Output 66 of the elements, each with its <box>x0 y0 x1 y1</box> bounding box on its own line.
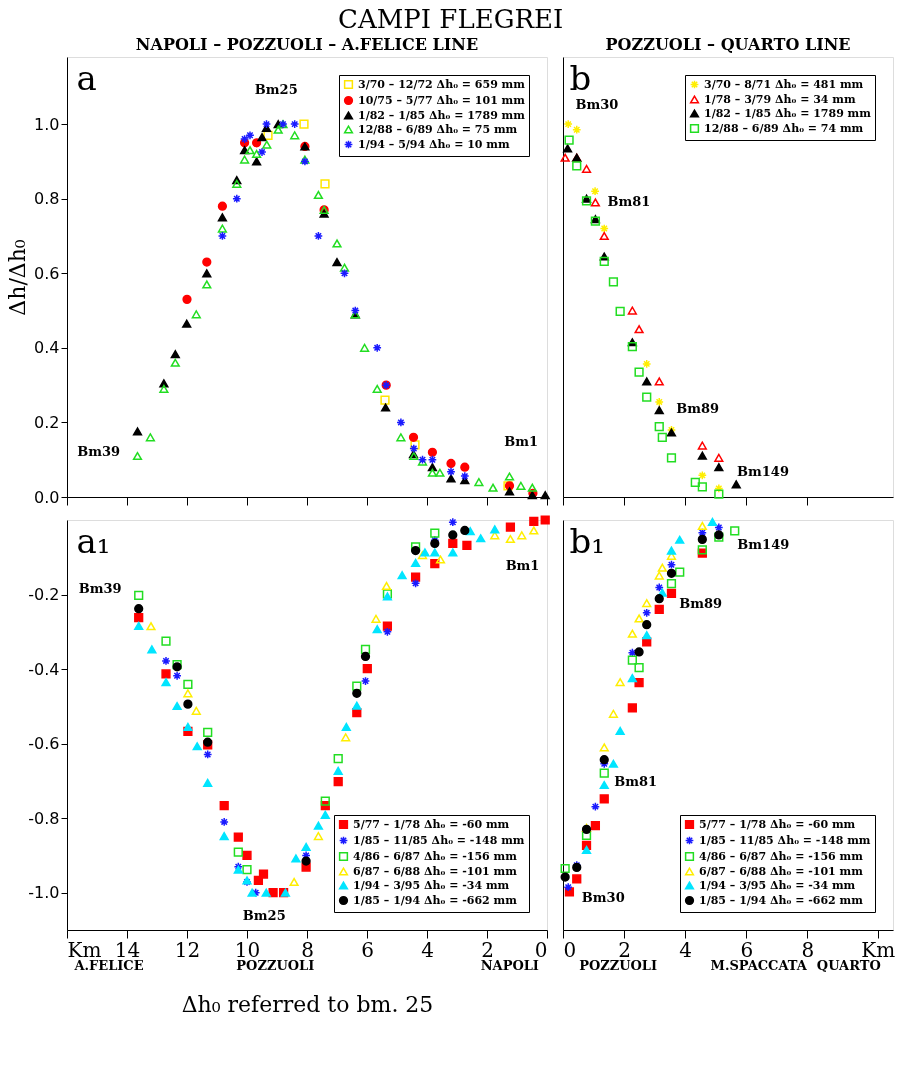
legend-label: 1/94 – 3/95 Δh₀ = -34 mm <box>353 878 510 892</box>
legend-label: 12/88 – 6/89 Δh₀ = 74 mm <box>704 121 864 135</box>
annotation: Bm30 <box>575 97 619 113</box>
annotation: Bm39 <box>77 444 121 460</box>
annotation: Bm25 <box>254 82 298 98</box>
x-tick-label: 0 <box>563 937 577 962</box>
annotation: Bm25 <box>242 907 286 923</box>
x-axis-title: Δh₀ referred to bm. 25 <box>181 991 434 1017</box>
text: POZZUOLI <box>579 958 658 973</box>
y-tick-label: 0.4 <box>34 338 60 358</box>
legend-label: 3/70 – 12/72 Δh₀ = 659 mm <box>358 77 526 91</box>
y-tick-label: -0.2 <box>28 585 60 605</box>
y-tick-label: 0.8 <box>34 189 60 209</box>
annotation: Bm89 <box>679 596 723 612</box>
annotation: Bm1 <box>504 434 538 450</box>
annotation: b <box>569 58 592 98</box>
y-tick-label: -0.8 <box>28 808 60 828</box>
annotation: Bm39 <box>78 581 122 597</box>
y-axis-title: Δh/Δh₀ <box>5 239 31 316</box>
y-tick-label: 0.6 <box>34 263 60 283</box>
legend-label: 1/94 – 3/95 Δh₀ = -34 mm <box>699 878 856 892</box>
annotation: Bm1 <box>505 557 540 573</box>
annotation: Bm149 <box>737 463 789 479</box>
legend-label: 12/88 – 6/89 Δh₀ = 75 mm <box>358 122 518 136</box>
legend-label: 1/85 – 1/94 Δh₀ = -662 mm <box>353 893 518 907</box>
legend-label: 3/70 – 8/71 Δh₀ = 481 mm <box>704 77 864 91</box>
x-tick-label: 4 <box>421 937 434 962</box>
y-tick-label: -0.6 <box>28 734 60 754</box>
annotation: Bm81 <box>614 774 658 790</box>
annotation: Bm81 <box>607 194 651 210</box>
annotation: a₁ <box>76 521 111 561</box>
annotation: Bm149 <box>737 537 790 553</box>
legend-label: 1/78 – 3/79 Δh₀ = 34 mm <box>704 92 856 106</box>
y-tick-label: -1.0 <box>28 883 60 903</box>
text: A.FELICE <box>73 958 144 973</box>
legend-label: 1/85 – 11/85 Δh₀ = -148 mm <box>699 833 871 847</box>
text: QUARTO <box>816 958 881 973</box>
y-tick-label: 0.0 <box>34 487 60 507</box>
legend-label: 6/87 – 6/88 Δh₀ = -101 mm <box>699 864 864 878</box>
y-tick-label: 1.0 <box>34 114 60 134</box>
chart-subtitle: POZZUOLI – QUARTO LINE <box>605 35 851 54</box>
text: POZZUOLI <box>236 958 315 973</box>
legend-label: 1/94 – 5/94 Δh₀ = 10 mm <box>358 137 510 151</box>
legend-label: 5/77 – 1/78 Δh₀ = -60 mm <box>699 817 856 831</box>
legend-label: 10/75 – 5/77 Δh₀ = 101 mm <box>358 93 526 107</box>
chart-subtitle: NAPOLI – POZZUOLI – A.FELICE LINE <box>135 35 479 54</box>
text: NAPOLI <box>480 958 539 973</box>
legend-label: 4/86 – 6/87 Δh₀ = -156 mm <box>699 849 864 863</box>
legend-label: 5/77 – 1/78 Δh₀ = -60 mm <box>353 817 510 831</box>
x-tick-label: 6 <box>361 937 374 962</box>
chart-title: CAMPI FLEGREI <box>338 3 564 34</box>
text: M.SPACCATA <box>710 958 808 973</box>
legend-label: 1/85 – 1/94 Δh₀ = -662 mm <box>699 893 864 907</box>
annotation: Bm30 <box>581 890 625 906</box>
legend-label: 1/82 – 1/85 Δh₀ = 1789 mm <box>358 108 526 122</box>
legend-label: 1/85 – 11/85 Δh₀ = -148 mm <box>353 833 525 847</box>
x-tick-label: 12 <box>174 937 201 962</box>
annotation: a <box>76 58 97 98</box>
legend-label: 1/82 – 1/85 Δh₀ = 1789 mm <box>704 106 872 120</box>
legend-label: 4/86 – 6/87 Δh₀ = -156 mm <box>353 849 518 863</box>
y-tick-label: 0.2 <box>34 412 60 432</box>
annotation: Bm89 <box>676 401 720 416</box>
annotation: b₁ <box>569 521 606 561</box>
x-tick-label: 4 <box>679 937 693 962</box>
legend-label: 6/87 – 6/88 Δh₀ = -101 mm <box>353 864 518 878</box>
y-tick-label: -0.4 <box>28 659 60 679</box>
